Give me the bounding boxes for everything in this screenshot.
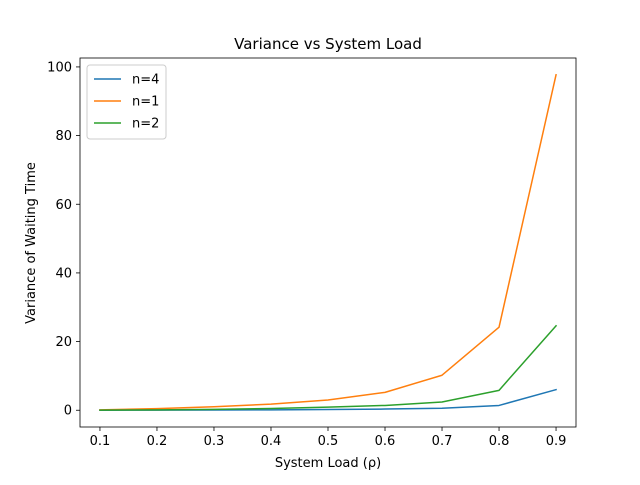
plot-area: 0.1 0.2 0.3 0.4 0.5 0.6 0.7 0.8 0.9 0 20 40 60 80 100 n… [47,57,577,449]
x-tick-label-6: 0.7 [432,434,453,449]
legend-box [86,64,167,140]
y-axis-label: Variance of Waiting Time [24,162,39,324]
y-tick-label-4: 80 [55,129,72,144]
x-tick-label-2: 0.3 [204,434,225,449]
chart-title: Variance vs System Load [234,35,422,53]
x-tick-label-8: 0.9 [546,434,567,449]
series-line-1 [99,73,557,411]
x-tick-label-5: 0.6 [375,434,396,449]
legend-label-0: n=4 [132,73,159,88]
x-tick-label-0: 0.1 [90,434,111,449]
y-tick-label-1: 20 [55,335,72,350]
x-tick-label-1: 0.2 [147,434,168,449]
y-tick-label-5: 100 [47,60,72,75]
legend-label-1: n=1 [132,95,159,110]
y-tick-label-2: 40 [55,266,72,281]
x-axis-label: System Load (ρ) [275,456,381,471]
y-tick-label-0: 0 [64,404,72,419]
x-tick-label-3: 0.4 [261,434,282,449]
x-tick-label-4: 0.5 [318,434,339,449]
x-tick-label-7: 0.8 [489,434,510,449]
legend-label-2: n=2 [132,117,159,132]
y-tick-label-3: 60 [55,198,72,213]
series-line-2 [99,324,558,411]
